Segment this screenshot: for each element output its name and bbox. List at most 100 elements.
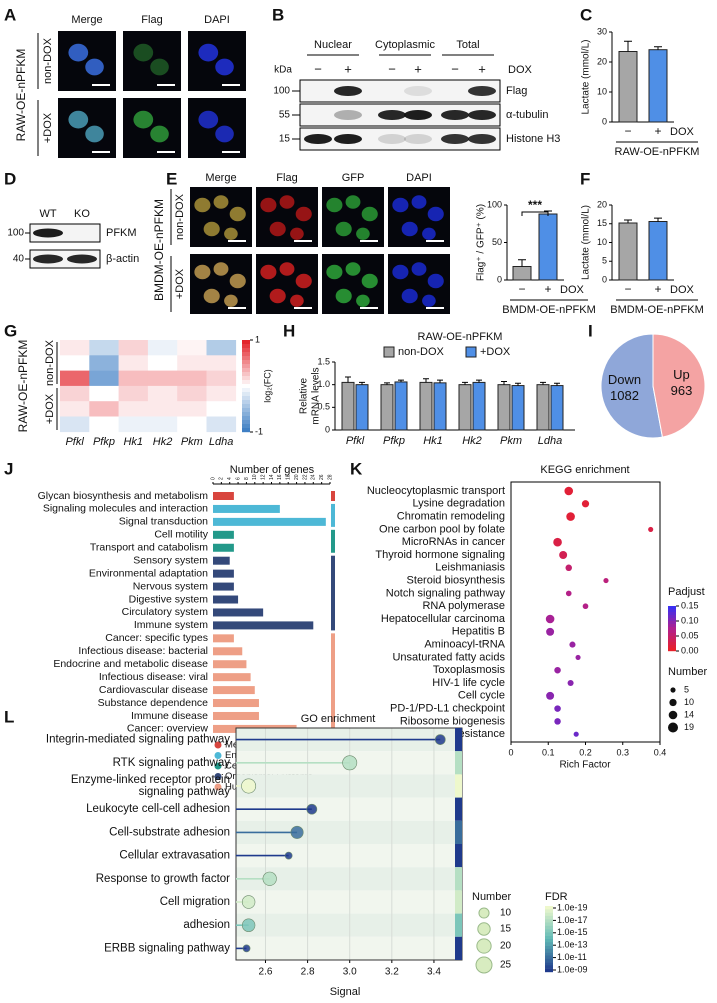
legend-title: Number bbox=[472, 891, 511, 903]
colorbar-step bbox=[668, 648, 676, 652]
legend-dot bbox=[214, 752, 222, 759]
band bbox=[468, 134, 496, 144]
bar bbox=[213, 582, 234, 591]
colorbar-step bbox=[242, 368, 250, 373]
term-label: Notch signaling pathway bbox=[386, 587, 506, 599]
category-label: Signal transduction bbox=[119, 516, 208, 528]
row-label: non-DOX bbox=[42, 37, 54, 84]
error-bar bbox=[624, 219, 632, 223]
row-group-label: +DOX bbox=[44, 393, 56, 424]
category-label: Cancer: specific types bbox=[105, 632, 208, 644]
colorbar-step bbox=[242, 344, 250, 349]
legend-label: non-DOX bbox=[398, 346, 445, 358]
band bbox=[334, 134, 362, 144]
colorbar-step bbox=[545, 922, 553, 926]
error-bar bbox=[423, 378, 429, 383]
bar bbox=[213, 504, 280, 513]
category-label: Glycan biosynthesis and metabolism bbox=[38, 490, 209, 502]
row-group-label: non-DOX bbox=[44, 339, 56, 386]
heatmap-cell bbox=[118, 370, 149, 387]
panel-label: F bbox=[580, 169, 590, 188]
row-band bbox=[236, 890, 455, 914]
colorbar-step bbox=[242, 392, 250, 397]
colorbar-step bbox=[668, 627, 676, 631]
lollipop-dot bbox=[241, 778, 257, 794]
lollipop-dot bbox=[241, 918, 256, 932]
colorbar-step bbox=[242, 376, 250, 381]
cell bbox=[213, 262, 229, 276]
protein-label: β-actin bbox=[106, 253, 139, 265]
cell bbox=[133, 43, 154, 62]
cell bbox=[401, 288, 418, 304]
x-tick-label: 3.2 bbox=[385, 967, 399, 978]
fdr-strip bbox=[455, 867, 462, 891]
bar bbox=[213, 699, 259, 708]
x-tick-label: 3.0 bbox=[343, 967, 357, 978]
colorbar-step bbox=[545, 948, 553, 953]
colorbar-step bbox=[242, 408, 250, 413]
dot bbox=[603, 578, 609, 584]
heatmap-cell bbox=[206, 370, 237, 387]
row-band bbox=[236, 844, 455, 868]
error-bar bbox=[462, 381, 468, 385]
term-label: Integrin-mediated signaling pathway bbox=[46, 734, 230, 746]
colorbar-step bbox=[668, 618, 676, 622]
x-tick-label: Hk2 bbox=[462, 435, 482, 447]
y-tick-label: 100 bbox=[487, 199, 502, 209]
size-legend-label: 5 bbox=[684, 684, 689, 694]
cell bbox=[427, 206, 444, 222]
protein-label: PFKM bbox=[106, 227, 137, 239]
heatmap-cell bbox=[89, 370, 119, 387]
y-tick-label: 20 bbox=[597, 56, 607, 66]
column-label: Pfkp bbox=[93, 436, 115, 448]
term-label: Ribosome biogenesis bbox=[400, 715, 506, 727]
x-tick-label: 0 bbox=[508, 747, 513, 757]
fdr-strip bbox=[455, 890, 462, 914]
x-tick-label: 0.4 bbox=[654, 747, 667, 757]
cell bbox=[401, 221, 418, 237]
bar bbox=[213, 673, 251, 682]
heatmap-cell bbox=[206, 355, 237, 371]
bar bbox=[618, 51, 638, 123]
y-tick-label: 0 bbox=[497, 274, 502, 284]
legend-dot bbox=[214, 762, 222, 770]
colorbar-step bbox=[242, 412, 250, 417]
cell bbox=[215, 125, 234, 143]
heatmap-cell bbox=[118, 385, 149, 402]
lollipop-dot bbox=[262, 871, 277, 886]
slice-value: 963 bbox=[671, 383, 693, 398]
bar bbox=[213, 660, 247, 669]
category-label: Immune system bbox=[134, 619, 208, 631]
cell bbox=[133, 110, 154, 129]
y-axis-label: Lactate (mmol/L) bbox=[581, 39, 592, 114]
cell bbox=[198, 43, 219, 62]
error-bar bbox=[501, 380, 507, 385]
error-bar bbox=[540, 381, 546, 385]
x-tick-label: 26 bbox=[319, 474, 325, 480]
term-label: Steroid biosynthesis bbox=[407, 575, 506, 587]
band bbox=[404, 134, 432, 144]
heatmap-cell bbox=[177, 385, 207, 402]
slice-label: Down bbox=[608, 372, 641, 387]
colorbar-step bbox=[242, 424, 250, 429]
fdr-strip bbox=[455, 797, 462, 821]
y-tick-label: 1.5 bbox=[317, 356, 330, 366]
colorbar-step bbox=[668, 639, 676, 643]
dot bbox=[581, 500, 590, 508]
size-legend-dot bbox=[478, 907, 490, 919]
colorbar-label: log₂(FC) bbox=[262, 369, 272, 403]
x-tick-label: − bbox=[624, 124, 631, 138]
panel-label: E bbox=[166, 169, 177, 188]
size-legend-label: 14 bbox=[684, 709, 694, 719]
size-legend-label: 10 bbox=[500, 908, 512, 919]
colorbar-tick-label: 0.15 bbox=[681, 600, 699, 610]
row-band bbox=[236, 774, 455, 798]
dot bbox=[564, 486, 574, 496]
dot bbox=[565, 590, 572, 597]
bar bbox=[550, 385, 564, 431]
heatmap-cell bbox=[206, 401, 237, 417]
legend-dot bbox=[214, 741, 222, 749]
fdr-strip bbox=[455, 774, 462, 798]
category-label: Nervous system bbox=[133, 580, 209, 592]
group-label: RAW-OE-nPFKM bbox=[14, 49, 28, 142]
